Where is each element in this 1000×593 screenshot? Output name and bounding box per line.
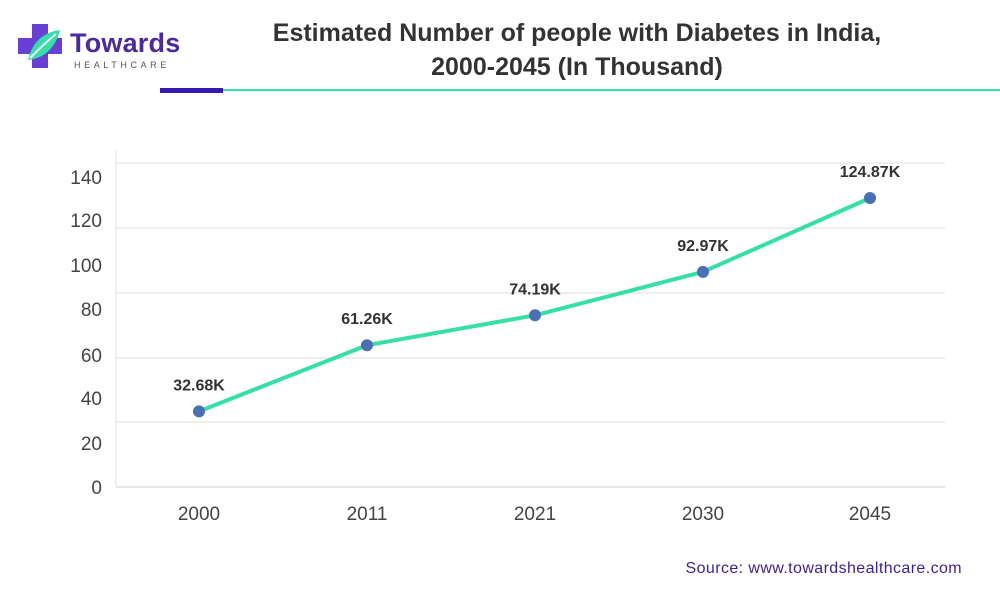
series-line [197,196,872,414]
data-label: 32.68K [173,377,225,394]
data-label: 124.87K [840,164,901,181]
data-point [193,405,205,418]
source-url[interactable]: www.towardshealthcare.com [748,560,962,577]
brand-logo: Towards HEALTHCARE [14,16,214,76]
title-rule [223,89,1000,91]
y-tick-label: 20 [81,434,102,455]
medical-cross-leaf-icon [18,24,62,68]
y-tick-label: 140 [70,168,102,189]
title-rule-accent [160,88,223,93]
source-note: Source: www.towardshealthcare.com [686,560,962,578]
data-point [529,309,541,322]
y-tick-label: 100 [70,256,102,277]
chart-title-line1: Estimated Number of people with Diabetes… [272,19,882,47]
x-tick-label: 2021 [514,504,556,525]
y-tick-label: 60 [81,346,102,367]
y-tick-label: 0 [91,478,102,499]
data-point [361,339,373,352]
x-tick-label: 2011 [347,504,388,525]
data-point [864,192,876,205]
chart-title-line2: 2000-2045 (In Thousand) [431,53,723,81]
x-tick-label: 2045 [849,504,891,525]
y-tick-label: 40 [81,389,102,410]
chart-title: Estimated Number of people with Diabetes… [240,16,914,84]
brand-name: Towards [70,28,181,58]
x-tick-label: 2030 [682,504,724,525]
brand-subtitle: HEALTHCARE [74,60,170,70]
source-label: Source: [685,560,744,577]
data-label: 61.26K [341,311,393,328]
data-label: 92.97K [677,238,729,255]
y-tick-label: 120 [70,211,102,232]
y-tick-label: 80 [81,300,102,321]
x-tick-label: 2000 [178,504,220,525]
data-point [697,265,709,278]
data-label: 74.19K [509,281,561,298]
